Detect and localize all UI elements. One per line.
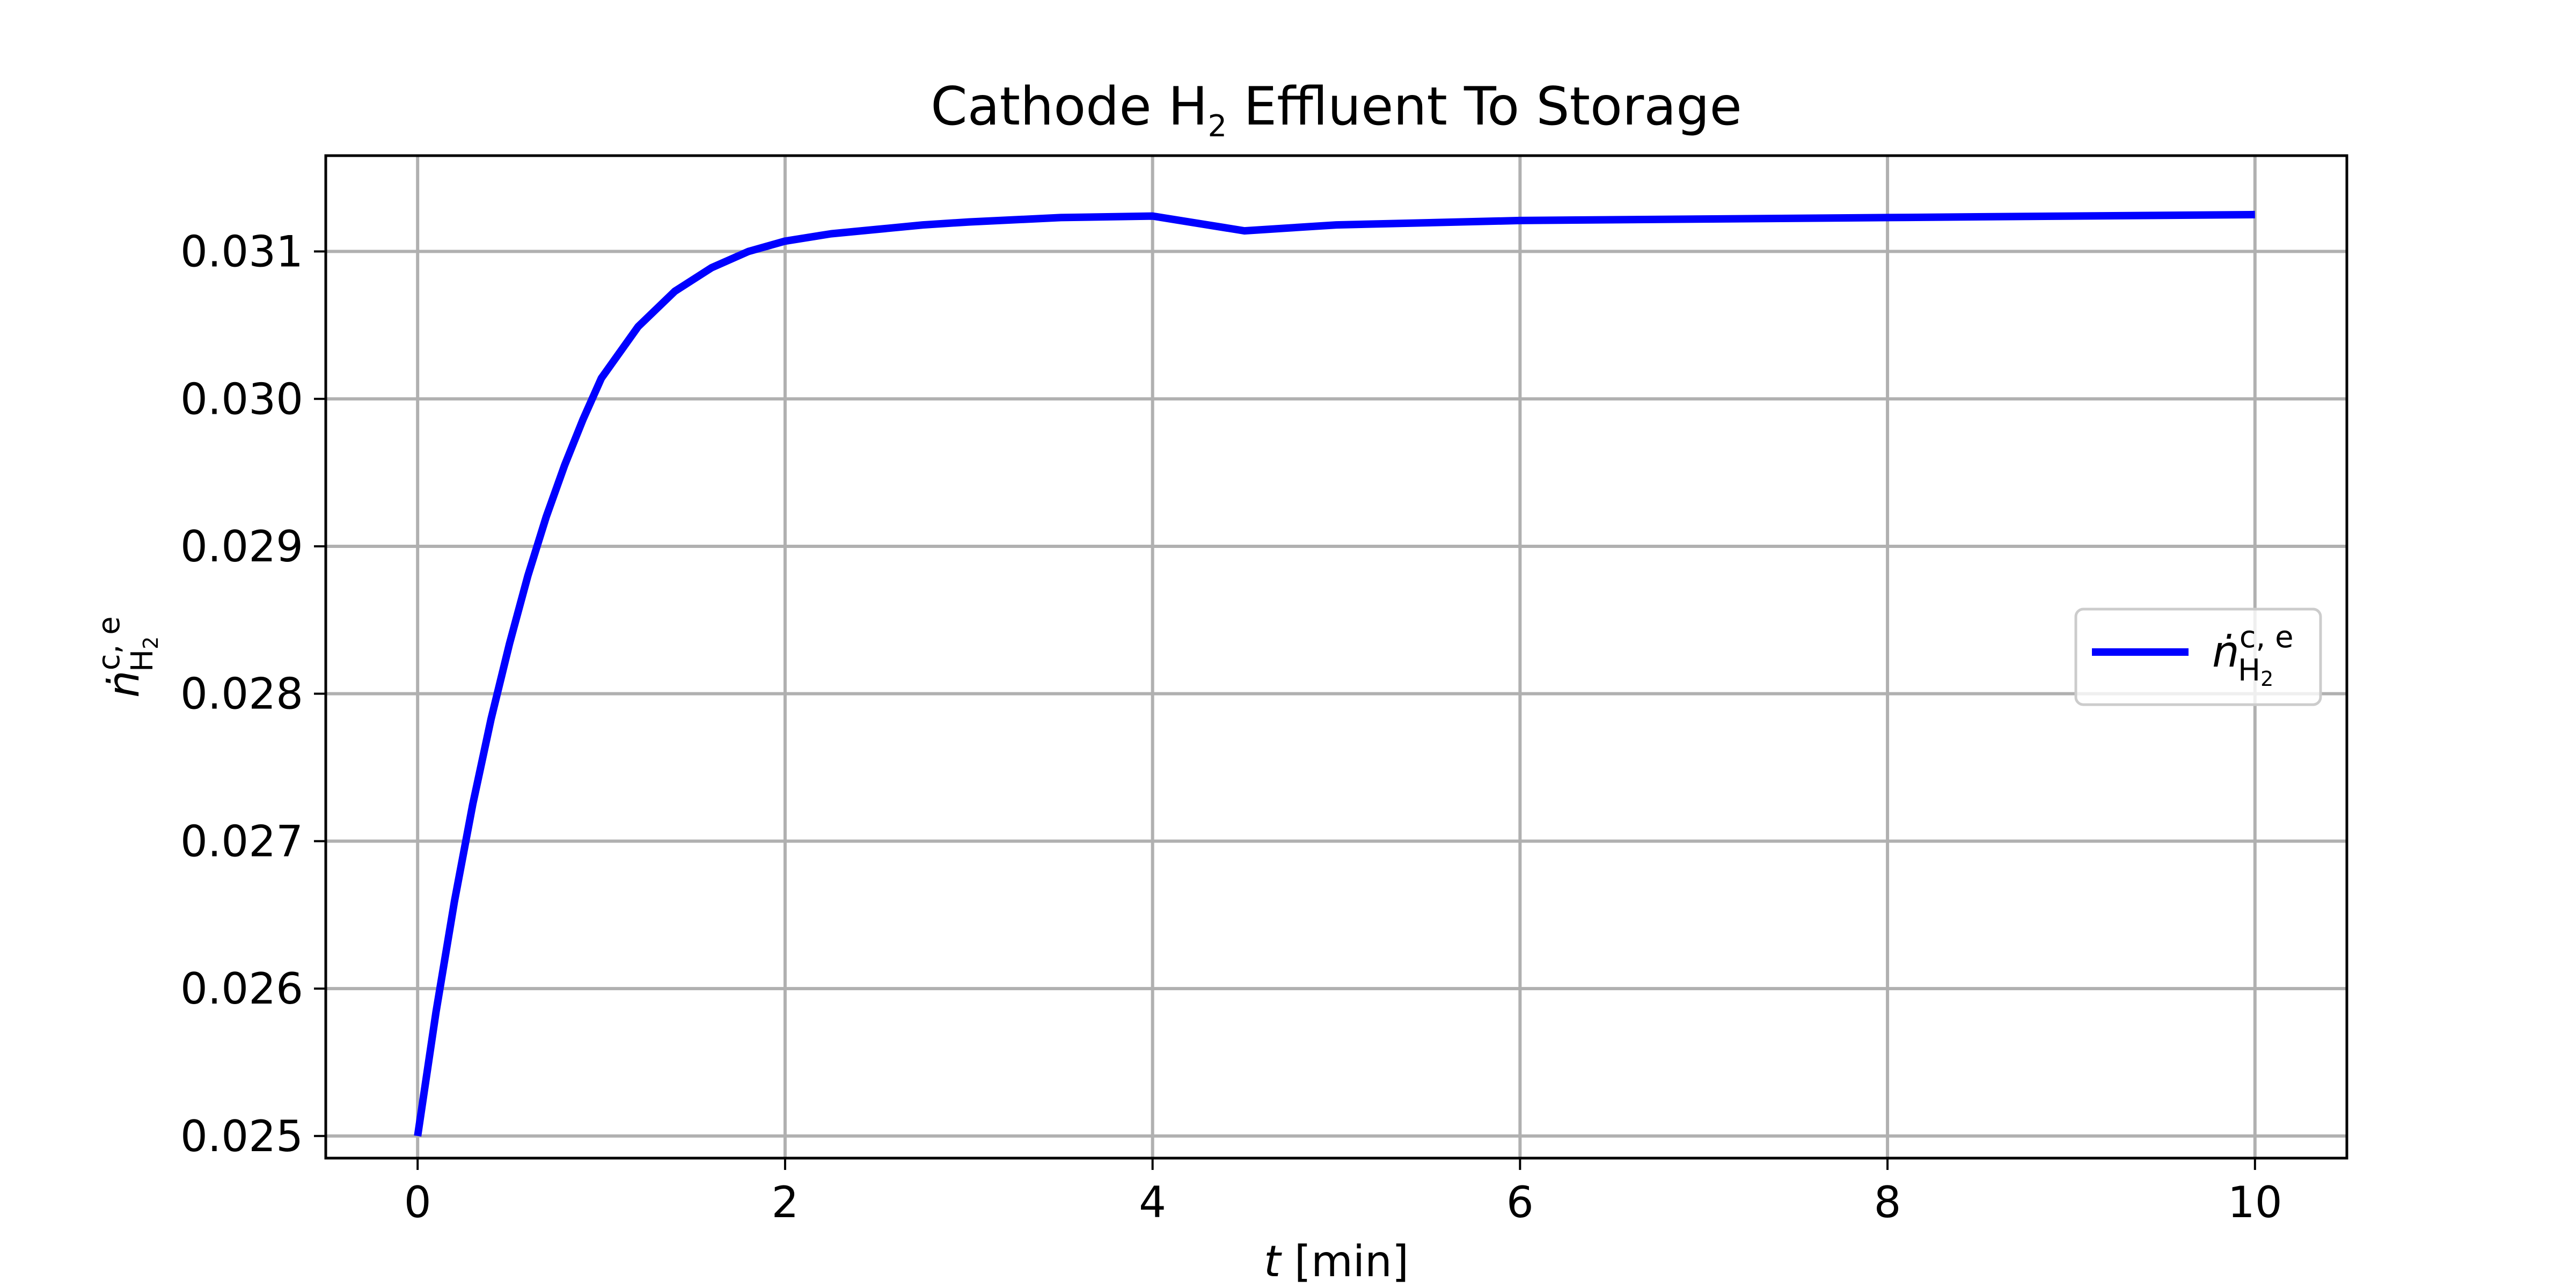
x-tick-label: 8 — [1874, 1177, 1901, 1227]
x-tick-label: 4 — [1139, 1177, 1166, 1227]
y-tick-label: 0.025 — [180, 1111, 303, 1161]
legend-label-base: ṅ — [2212, 627, 2240, 677]
x-axis-ticks: 0 2 4 6 8 10 — [404, 1158, 2282, 1227]
y-axis-ticks: 0.025 0.026 0.027 0.028 0.029 0.030 0.031 — [180, 227, 326, 1161]
x-tick-label: 2 — [771, 1177, 799, 1227]
legend-label-subscript-group: H2 — [2238, 653, 2273, 691]
x-axis-label: t [min] — [1264, 1236, 1409, 1286]
svg-text:ṅc, e: ṅc, e — [92, 616, 149, 698]
y-tick-label: 0.027 — [180, 816, 303, 866]
y-axis-label-superscript: c, e — [92, 616, 127, 670]
x-tick-label: 6 — [1506, 1177, 1534, 1227]
y-axis-label-sub-subscript: 2 — [139, 636, 163, 649]
y-axis-label-subscript: H — [125, 649, 160, 672]
x-axis-label-unit: [min] — [1280, 1236, 1409, 1286]
y-tick-label: 0.029 — [180, 522, 303, 572]
y-tick-label: 0.031 — [180, 227, 303, 277]
chart-title-subscript: 2 — [1208, 109, 1227, 144]
chart-title-main: Cathode H — [931, 76, 1208, 137]
chart-title: Cathode H2 Effluent To Storage — [931, 76, 1742, 144]
y-axis-label-base: ṅ — [99, 670, 149, 698]
legend-label-superscript: c, e — [2240, 620, 2294, 655]
y-tick-label: 0.026 — [180, 964, 303, 1014]
legend-label-subscript: H — [2238, 653, 2260, 688]
y-tick-label: 0.028 — [180, 669, 303, 719]
legend-label: ṅc, e — [2212, 620, 2294, 677]
legend-box — [2074, 608, 2322, 706]
legend: ṅc, e H2 — [2074, 608, 2322, 706]
x-axis-label-variable: t — [1264, 1236, 1282, 1286]
chart-title-rest: Effluent To Storage — [1227, 76, 1742, 137]
legend-label-sub-subscript: 2 — [2260, 667, 2273, 691]
svg-text:H2: H2 — [125, 636, 163, 672]
plot-frame — [324, 154, 2348, 1160]
y-tick-label: 0.030 — [180, 374, 303, 424]
x-tick-label: 10 — [2228, 1177, 2282, 1227]
grid — [326, 156, 2347, 1158]
x-tick-label: 0 — [404, 1177, 431, 1227]
series-line — [414, 210, 2255, 1137]
y-axis-label: ṅc, e H2 — [92, 616, 163, 698]
